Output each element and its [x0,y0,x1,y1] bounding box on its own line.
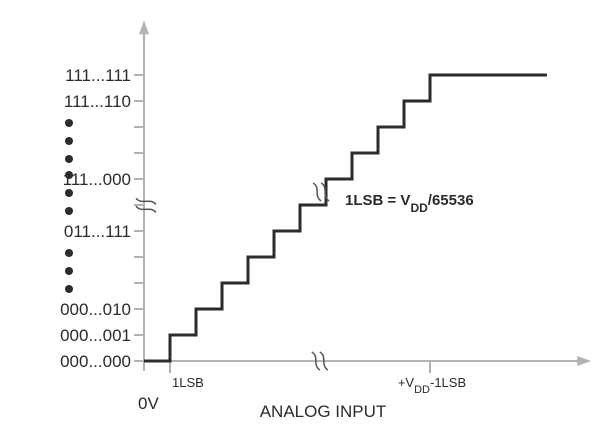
x-axis-break [311,351,329,371]
x-axis-title: ANALOG INPUT [260,402,387,421]
ellipsis-dot [65,171,73,179]
break-stroke [320,182,330,202]
label-tail: -1LSB [430,375,466,390]
y-tick-label: 111...000 [63,170,131,189]
lsb-annotation: 1LSB = VDD/65536 [345,192,474,215]
ellipsis-dot [65,189,73,197]
x-tick-label: 1LSB [172,375,204,390]
x-tick-label: 0V [138,394,159,413]
subscript: DD [414,384,430,396]
annotation-tail: /65536 [428,192,474,209]
break-stroke [311,351,321,371]
ellipsis-dot [65,285,73,293]
y-axis-arrowhead [139,20,149,35]
ellipsis-dot [65,137,73,145]
ellipsis-dot [65,155,73,163]
y-tick-label: 011...111 [64,222,131,241]
subscript: DD [410,201,428,215]
transfer-curve [144,73,547,363]
ellipsis-dot [65,267,73,275]
x-axis-arrowhead [577,356,592,366]
axis-breaks [135,182,330,371]
y-tick-label: 111...110 [64,92,131,111]
stair-layer [144,73,547,363]
x-tick-label: +VDD-1LSB [398,375,466,396]
ellipsis-dot [65,207,73,215]
break-stroke [319,351,329,371]
curve-break [312,182,330,202]
break-stroke [312,182,322,202]
y-tick-label: 000...001 [60,326,131,345]
y-tick-label: 000...000 [60,352,131,371]
y-tick-label: 111...111 [65,66,131,85]
break-stroke [135,205,157,213]
y-tick-label: 000...010 [60,300,131,319]
ellipsis-dot [65,249,73,257]
ticks [134,74,431,373]
break-stroke [135,197,157,205]
y-axis-break [135,197,157,213]
ellipsis-dot [65,119,73,127]
